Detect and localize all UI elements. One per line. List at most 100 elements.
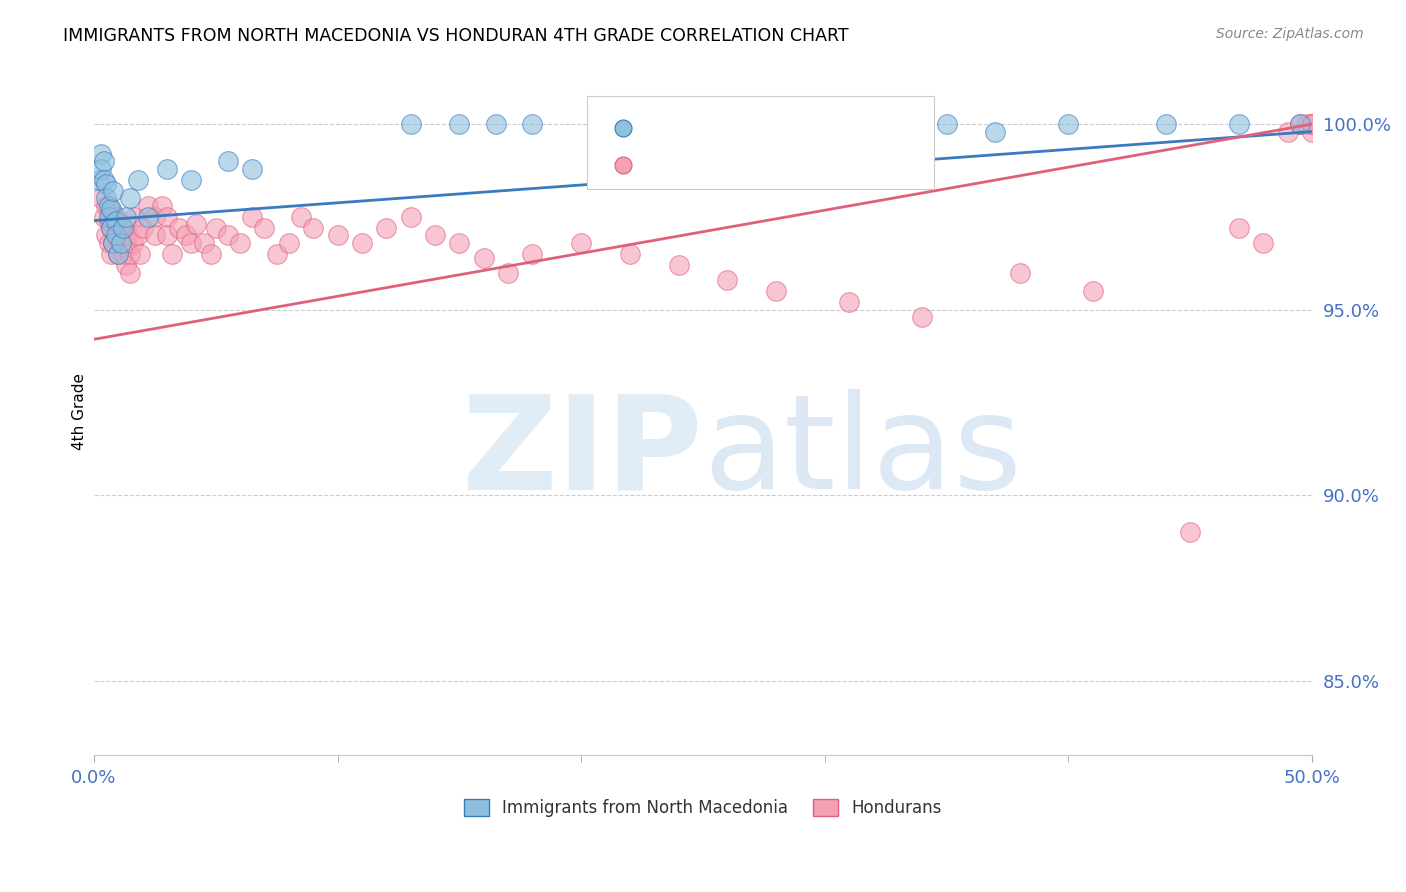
Point [93, 173, 115, 187]
Point [107, 247, 129, 261]
Point [104, 213, 127, 227]
Point [1081, 284, 1104, 298]
Point [112, 221, 135, 235]
Point [120, 191, 142, 205]
Point [1008, 266, 1031, 280]
Point [180, 173, 202, 187]
Point [619, 247, 641, 261]
Point [1140, 636, 1163, 650]
Point [94, 177, 117, 191]
Point [143, 228, 166, 243]
Text: IMMIGRANTS FROM NORTH MACEDONIA VS HONDURAN 4TH GRADE CORRELATION CHART: IMMIGRANTS FROM NORTH MACEDONIA VS HONDU… [63, 27, 849, 45]
Point [984, 125, 1007, 139]
Point [302, 221, 325, 235]
Point [136, 199, 159, 213]
Point [114, 258, 136, 272]
Point [167, 221, 190, 235]
Point [120, 247, 142, 261]
Point [1251, 235, 1274, 250]
Point [1140, 440, 1163, 454]
Point [127, 228, 149, 243]
Point [156, 161, 179, 176]
Point [765, 284, 787, 298]
Point [862, 117, 884, 131]
Point [103, 184, 125, 198]
Point [90, 161, 112, 176]
Point [107, 228, 129, 243]
Point [569, 235, 592, 250]
Point [1227, 117, 1250, 131]
Point [112, 247, 135, 261]
Point [496, 266, 519, 280]
Point [1288, 117, 1310, 131]
Point [131, 221, 153, 235]
Point [485, 117, 508, 131]
Point [143, 210, 166, 224]
Point [100, 202, 122, 217]
Point [200, 247, 222, 261]
Point [117, 228, 139, 243]
Point [103, 206, 125, 220]
Legend: Immigrants from North Macedonia, Hondurans: Immigrants from North Macedonia, Hondura… [457, 792, 949, 823]
Point [103, 235, 125, 250]
Y-axis label: 4th Grade: 4th Grade [72, 373, 87, 450]
Text: ZIP: ZIP [461, 389, 703, 516]
Point [423, 228, 446, 243]
Point [136, 210, 159, 224]
Point [122, 235, 145, 250]
Point [107, 247, 129, 261]
Point [935, 117, 957, 131]
Point [150, 199, 173, 213]
Point [156, 210, 179, 224]
Point [100, 221, 122, 235]
Point [129, 247, 152, 261]
Point [375, 221, 398, 235]
Point [180, 235, 202, 250]
Point [186, 217, 208, 231]
Point [110, 217, 132, 231]
Point [1178, 525, 1201, 540]
Point [90, 146, 112, 161]
Point [668, 258, 690, 272]
Point [94, 199, 117, 213]
Point [120, 266, 142, 280]
Point [911, 310, 934, 324]
Point [472, 251, 495, 265]
Point [217, 228, 239, 243]
Point [240, 210, 263, 224]
Point [110, 235, 132, 250]
Point [522, 117, 544, 131]
Point [100, 247, 122, 261]
Point [94, 191, 117, 205]
Point [716, 273, 738, 287]
Point [114, 210, 136, 224]
Point [277, 235, 299, 250]
Point [1227, 221, 1250, 235]
Point [97, 210, 120, 224]
Point [124, 210, 146, 224]
Point [290, 210, 312, 224]
Point [176, 228, 198, 243]
Point [765, 125, 787, 139]
Text: Source: ZipAtlas.com: Source: ZipAtlas.com [1216, 27, 1364, 41]
Point [104, 228, 127, 243]
Point [90, 191, 112, 205]
Point [93, 154, 115, 169]
Point [1301, 117, 1323, 131]
Text: R = 0.236   N = 38: R = 0.236 N = 38 [638, 119, 817, 137]
Point [1057, 117, 1080, 131]
Point [838, 295, 860, 310]
Point [399, 117, 422, 131]
Point [1301, 117, 1323, 131]
Point [193, 235, 215, 250]
Point [449, 117, 471, 131]
Point [326, 228, 349, 243]
Point [93, 210, 115, 224]
Point [94, 228, 117, 243]
Point [204, 221, 226, 235]
Point [97, 213, 120, 227]
Point [217, 154, 239, 169]
FancyBboxPatch shape [588, 96, 935, 188]
Point [112, 228, 135, 243]
Point [104, 210, 127, 224]
